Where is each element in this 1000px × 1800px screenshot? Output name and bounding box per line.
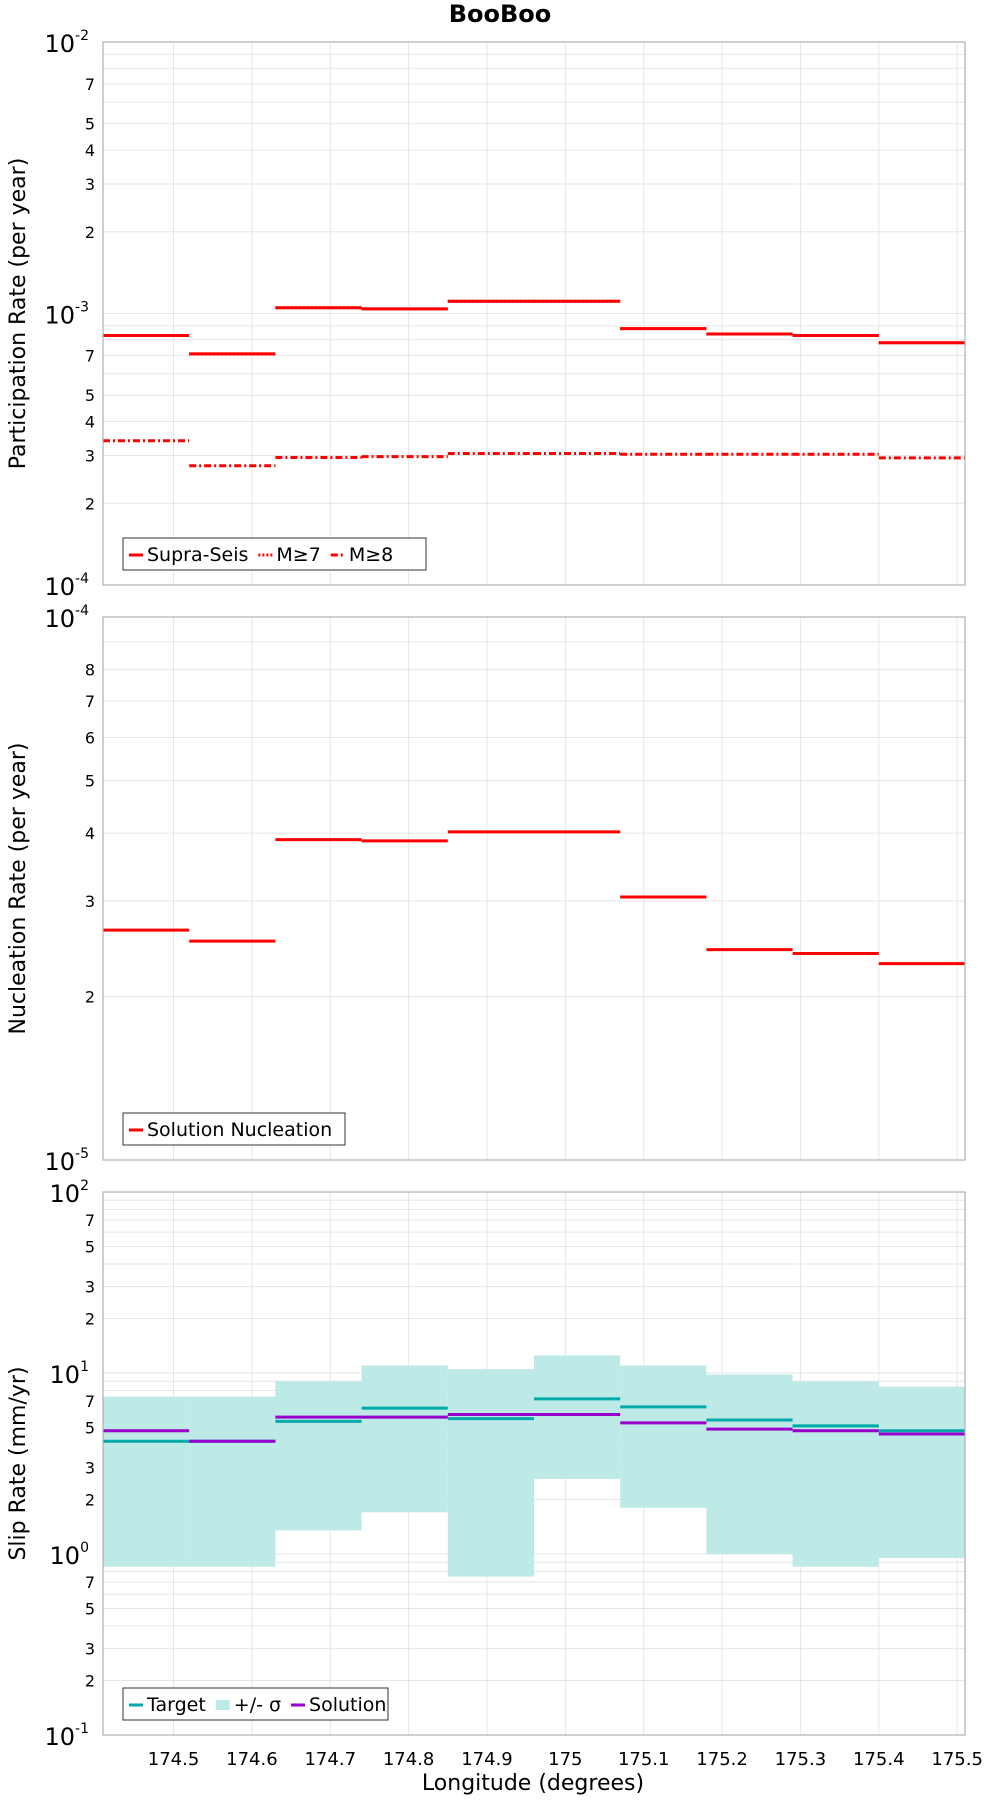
- legend-box: [122, 1687, 389, 1721]
- series-supra-seis: [103, 299, 965, 356]
- y-tick-label-minor: 7: [85, 75, 95, 94]
- panel-1: 10-4 10-3 10-2 2 3 4 5 7 2 3 4 5 7 Participation Rate…: [6, 28, 966, 601]
- y-tick-label-minor: 2: [85, 1491, 95, 1510]
- sigma-band-segment: [275, 1381, 362, 1531]
- y-tick-label-minor: 2: [85, 494, 95, 513]
- series-solution-nucleation: [103, 830, 965, 966]
- sigma-band-segment: [189, 1396, 276, 1567]
- grid: [103, 617, 965, 1160]
- y-tick-label-minor: 3: [85, 1640, 95, 1659]
- x-tick-label: 175.4: [853, 1749, 905, 1770]
- y-tick-label-minor: 4: [85, 413, 95, 432]
- plot-frame: [102, 41, 966, 586]
- sigma-band-segment: [706, 1374, 793, 1554]
- y-tick-label-minor: 2: [85, 1310, 95, 1329]
- y-tick-label-minor: 3: [85, 175, 95, 194]
- sigma-band-segment: [361, 1365, 448, 1513]
- y-tick-label-major: 10-3: [44, 300, 89, 330]
- y-tick-label-minor: 7: [85, 1392, 95, 1411]
- y-ticks: 10-4 10-3 10-2 2 3 4 5 7 2 3 4 5 7: [44, 28, 95, 601]
- x-tick-label: 174.6: [226, 1749, 278, 1770]
- legend: Supra-Seis M≥7 M≥8: [122, 537, 427, 571]
- series-m-7: [103, 299, 965, 356]
- x-tick-label: 174.5: [148, 1749, 200, 1770]
- y-tick-label-minor: 7: [85, 1211, 95, 1230]
- y-tick-label-minor: 7: [85, 692, 95, 711]
- y-tick-label-major: 10-1: [44, 1721, 89, 1751]
- y-tick-label-minor: 3: [85, 1278, 95, 1297]
- legend-label: Target: [146, 1694, 206, 1716]
- legend-label: +/- σ: [234, 1694, 281, 1716]
- plot-frame: [102, 1191, 966, 1736]
- sigma-band-segment: [620, 1365, 707, 1508]
- sigma-band: [103, 1355, 965, 1577]
- y-tick-label-minor: 5: [85, 386, 95, 405]
- panel-2: 10-5 10-4 2 3 4 5 6 7 8 Nucleation Rate (per year…: [6, 603, 966, 1176]
- y-tick-label-minor: 7: [85, 347, 95, 366]
- grid: [103, 42, 965, 585]
- y-ticks: 10-5 10-4 2 3 4 5 6 7 8: [44, 603, 95, 1176]
- sigma-band-segment: [878, 1386, 965, 1559]
- y-tick-label-minor: 6: [85, 728, 95, 747]
- legend: Target +/- σ Solution: [122, 1687, 389, 1721]
- x-tick-label: 175: [548, 1749, 582, 1770]
- sigma-band-segment: [103, 1396, 190, 1567]
- x-tick-label: 174.7: [304, 1749, 356, 1770]
- y-tick-label-minor: 5: [85, 1237, 95, 1256]
- y-tick-label-minor: 5: [85, 115, 95, 134]
- y-tick-label-major: 102: [50, 1178, 89, 1208]
- y-axis-label: Participation Rate (per year): [6, 158, 31, 470]
- y-tick-label-minor: 2: [85, 223, 95, 242]
- y-tick-label-minor: 5: [85, 1599, 95, 1618]
- y-tick-label-minor: 3: [85, 446, 95, 465]
- series-m-8: [103, 439, 965, 468]
- y-tick-label-major: 10-4: [44, 571, 89, 601]
- y-tick-label-minor: 4: [85, 824, 95, 843]
- y-tick-label-minor: 7: [85, 1573, 95, 1592]
- series-solution: [103, 1412, 965, 1443]
- y-tick-label-minor: 4: [85, 141, 95, 160]
- y-tick-label-major: 10-4: [44, 603, 89, 633]
- y-tick-label-minor: 5: [85, 1418, 95, 1437]
- x-tick-label: 175.3: [775, 1749, 827, 1770]
- x-axis-label: Longitude (degrees): [422, 1771, 644, 1796]
- panels: 10-4 10-3 10-2 2 3 4 5 7 2 3 4 5 7 Participation Rate…: [6, 28, 983, 1770]
- plot-frame: [102, 616, 966, 1161]
- y-axis-label: Slip Rate (mm/yr): [6, 1366, 31, 1560]
- sigma-band-segment: [792, 1381, 879, 1567]
- series-target: [103, 1397, 965, 1443]
- legend-label: M≥7: [276, 544, 320, 566]
- y-tick-label-major: 100: [50, 1540, 89, 1570]
- x-tick-label: 174.9: [461, 1749, 513, 1770]
- y-tick-label-minor: 3: [85, 1459, 95, 1478]
- x-tick-label: 174.8: [383, 1749, 435, 1770]
- x-tick-label: 175.5: [931, 1749, 983, 1770]
- figure-title: BooBoo: [449, 0, 552, 28]
- sigma-band-segment: [534, 1355, 621, 1479]
- legend-swatch-band: [215, 1700, 230, 1710]
- y-tick-label-minor: 2: [85, 1672, 95, 1691]
- legend-label: M≥8: [349, 544, 393, 566]
- legend-box: [122, 1112, 346, 1146]
- legend-label: Solution Nucleation: [147, 1119, 332, 1141]
- y-tick-label-minor: 8: [85, 661, 95, 680]
- x-tick-label: 175.2: [696, 1749, 748, 1770]
- y-tick-label-major: 10-5: [44, 1146, 89, 1176]
- y-tick-label-major: 10-2: [44, 28, 89, 58]
- legend-label: Solution: [309, 1694, 386, 1716]
- panel-3: 10-1 100 101 102 2 3 5 7 2 3 5 7 2 3 5 7 Slip Rate (mm/y…: [6, 1178, 966, 1751]
- legend-box: [122, 537, 427, 571]
- legend: Solution Nucleation: [122, 1112, 346, 1146]
- y-tick-label-minor: 2: [85, 988, 95, 1007]
- y-ticks: 10-1 100 101 102 2 3 5 7 2 3 5 7 2 3 5 7: [44, 1178, 95, 1751]
- y-tick-label-minor: 5: [85, 771, 95, 790]
- x-tick-label: 175.1: [618, 1749, 670, 1770]
- y-tick-label-major: 101: [50, 1359, 89, 1389]
- sigma-band-segment: [447, 1369, 534, 1577]
- legend-label: Supra-Seis: [147, 544, 248, 566]
- y-axis-label: Nucleation Rate (per year): [6, 743, 31, 1035]
- x-ticks: 174.5 174.6 174.7 174.8 174.9 175 175.1 175.2 17…: [148, 1749, 983, 1770]
- y-tick-label-minor: 3: [85, 892, 95, 911]
